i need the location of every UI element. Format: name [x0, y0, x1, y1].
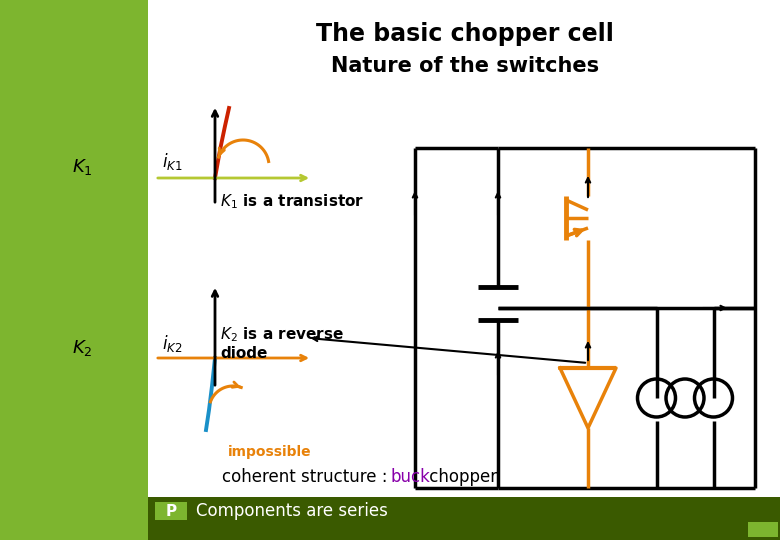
Text: Nature of the switches: Nature of the switches [331, 56, 599, 76]
Text: P: P [165, 503, 176, 518]
Bar [148, 497, 780, 540]
Text: The basic chopper cell: The basic chopper cell [316, 22, 614, 46]
Text: buck: buck [390, 468, 430, 486]
Text: $K_1$ is a transistor: $K_1$ is a transistor [220, 192, 364, 211]
Text: coherent structure :: coherent structure : [222, 468, 393, 486]
Bar [155, 502, 187, 520]
Bar [748, 522, 778, 537]
Text: Components are series: Components are series [196, 502, 388, 520]
Text: $K_2$ is a reverse
diode: $K_2$ is a reverse diode [220, 325, 344, 361]
Text: chopper: chopper [424, 468, 497, 486]
Text: $K_1$: $K_1$ [72, 157, 93, 177]
Text: impossible: impossible [228, 445, 312, 459]
Text: $i_{K1}$: $i_{K1}$ [162, 152, 183, 172]
Bar [0, 0, 148, 540]
Text: $K_2$: $K_2$ [72, 338, 93, 358]
Text: $i_{K2}$: $i_{K2}$ [162, 333, 183, 354]
